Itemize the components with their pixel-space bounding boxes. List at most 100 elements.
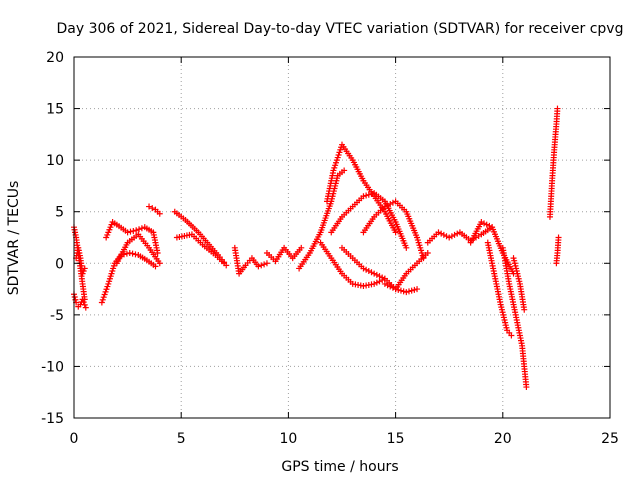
data-point-sat-i (223, 262, 230, 269)
data-point-sat-b (81, 301, 88, 308)
data-point-sat-k (298, 244, 305, 251)
data-point-sat-n (363, 192, 370, 199)
data-point-sat-g (149, 205, 156, 212)
y-axis-label: SDTVAR / TECUs (6, 181, 22, 296)
data-point-sat-x (554, 105, 561, 112)
data-point-sat-n (360, 193, 367, 200)
y-tick-label: 15 (46, 102, 64, 118)
data-point-sat-p (414, 286, 421, 293)
x-axis-label: GPS time / hours (281, 459, 398, 475)
data-point-sat-p (373, 271, 380, 278)
data-point-sat-t (486, 222, 493, 229)
data-point-sat-u (508, 332, 515, 339)
data-point-sat-s (443, 233, 450, 240)
y-tick-label: -10 (41, 359, 64, 375)
data-point-sat-c (81, 265, 88, 272)
data-point-sat-g (156, 210, 163, 217)
data-point-sat-p (400, 288, 407, 295)
data-point-sat-e (133, 227, 140, 234)
data-point-sat-p (368, 269, 375, 276)
data-point-sat-w (521, 306, 528, 313)
data-point-sat-v (523, 384, 530, 391)
data-point-sat-g (146, 203, 153, 210)
data-point-sat-p (395, 286, 402, 293)
data-point-sat-b (72, 296, 79, 303)
data-point-sat-f (156, 260, 163, 267)
data-point-sat-d (126, 249, 133, 256)
data-point-sat-r (424, 249, 431, 256)
data-point-sat-p (379, 274, 386, 281)
chart-title: Day 306 of 2021, Sidereal Day-to-day VTE… (57, 21, 624, 37)
data-point-sat-p (360, 265, 367, 272)
data-point-sat-j (258, 262, 265, 269)
grid-lines (74, 57, 610, 418)
data-point-sat-j (255, 263, 262, 270)
data-point-sat-p (363, 266, 370, 273)
x-tick-label: 25 (601, 431, 619, 447)
plot-frame (73, 56, 611, 419)
data-point-sat-m (392, 229, 399, 236)
data-point-sat-d (101, 291, 108, 298)
data-points (71, 105, 562, 391)
data-point-sat-e (154, 249, 161, 256)
data-point-sat-q (387, 200, 394, 207)
data-point-sat-p (376, 273, 383, 280)
data-point-sat-s (438, 230, 445, 237)
data-point-sat-n (368, 190, 375, 197)
data-point-sat-p (365, 268, 372, 275)
data-point-sat-o (371, 280, 378, 287)
data-point-sat-b (71, 293, 78, 300)
data-point-sat-t (483, 221, 490, 228)
data-point-sat-q (389, 199, 396, 206)
data-point-sat-p (371, 270, 378, 277)
x-tick-label: 20 (494, 431, 512, 447)
data-point-sat-s (448, 233, 455, 240)
data-point-sat-e (138, 225, 145, 232)
data-point-sat-b (80, 299, 87, 306)
data-point-sat-d (99, 296, 106, 303)
data-point-sat-n (403, 244, 410, 251)
data-point-sat-j (261, 261, 268, 268)
data-point-sat-o (373, 279, 380, 286)
data-point-sat-p (403, 289, 410, 296)
y-tick-label: -5 (50, 308, 64, 324)
data-point-sat-e (136, 226, 143, 233)
data-point-sat-s (446, 234, 453, 241)
data-point-sat-s (440, 231, 447, 238)
data-point-sat-p (406, 288, 412, 295)
data-point-sat-r (381, 280, 388, 287)
y-tick-label: 20 (46, 50, 64, 66)
x-tick-label: 10 (279, 431, 297, 447)
data-point-sat-l (341, 167, 348, 174)
data-point-sat-n (365, 191, 372, 198)
data-point-sat-p (411, 286, 418, 293)
axis-ticks: 0 5 10 15 20 25 -15 -10 -5 0 5 10 15 20 (41, 50, 619, 447)
data-point-sat-r (387, 283, 394, 290)
data-point-sat-d (152, 263, 159, 270)
data-point-sat-r (389, 284, 396, 291)
data-point-sat-o (376, 278, 383, 285)
data-point-sat-q (381, 203, 388, 210)
data-point-sat-d (132, 251, 139, 258)
data-point-sat-e (124, 229, 131, 236)
data-point-sat-y (555, 234, 562, 241)
data-point-sat-d (129, 250, 136, 257)
data-point-sat-d (104, 283, 111, 290)
data-point-sat-p (397, 287, 404, 294)
x-tick-label: 5 (177, 431, 186, 447)
data-point-sat-s (435, 229, 442, 236)
data-point-sat-d (102, 288, 109, 295)
data-point-sat-t (478, 219, 485, 226)
data-point-sat-d (100, 294, 107, 301)
y-tick-label: 10 (46, 153, 64, 169)
data-point-sat-b (79, 296, 86, 303)
data-point-sat-d (123, 250, 130, 257)
x-tick-label: 0 (70, 431, 79, 447)
data-point-sat-d (98, 299, 105, 306)
y-tick-label: -15 (41, 411, 64, 427)
data-point-sat-q (384, 202, 391, 209)
data-point-sat-j (263, 260, 270, 267)
x-tick-label: 15 (387, 431, 405, 447)
